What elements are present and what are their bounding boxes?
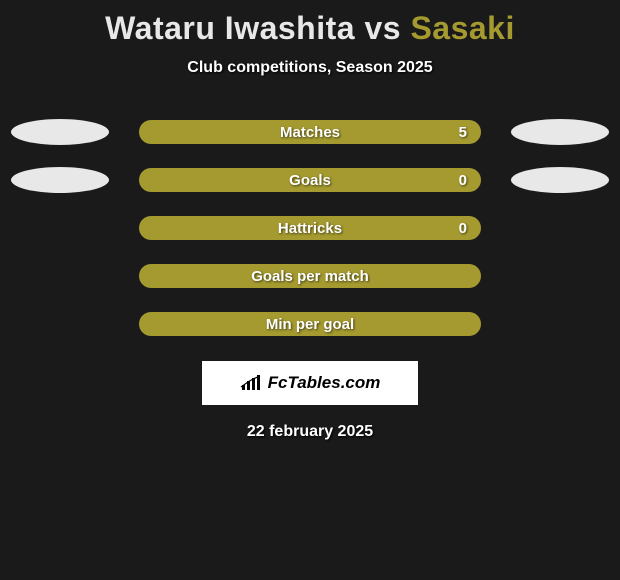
stat-label: Goals	[289, 172, 331, 189]
logo-box: FcTables.com	[202, 361, 418, 405]
stat-row: Goals per match	[0, 263, 620, 289]
stat-row: Goals 0	[0, 167, 620, 193]
stat-value: 0	[459, 220, 467, 237]
comparison-title: Wataru Iwashita vs Sasaki	[0, 0, 620, 47]
stat-label: Goals per match	[251, 268, 369, 285]
stat-bar: Hattricks 0	[139, 216, 481, 240]
stat-rows: Matches 5 Goals 0 Hattricks 0 Goals per match M…	[0, 119, 620, 337]
subtitle: Club competitions, Season 2025	[0, 59, 620, 77]
logo-chart-icon	[240, 374, 262, 392]
player2-ellipse	[511, 167, 609, 193]
player1-name: Wataru Iwashita	[105, 10, 355, 46]
stat-bar: Goals per match	[139, 264, 481, 288]
stat-value: 0	[459, 172, 467, 189]
stat-value: 5	[459, 124, 467, 141]
stat-row: Min per goal	[0, 311, 620, 337]
player2-name: Sasaki	[410, 10, 514, 46]
stat-label: Hattricks	[278, 220, 342, 237]
stat-bar: Goals 0	[139, 168, 481, 192]
player1-ellipse	[11, 119, 109, 145]
stat-label: Min per goal	[266, 316, 354, 333]
vs-text: vs	[364, 10, 401, 46]
stat-row: Hattricks 0	[0, 215, 620, 241]
logo-text: FcTables.com	[268, 373, 381, 393]
date-text: 22 february 2025	[0, 423, 620, 441]
stat-bar: Min per goal	[139, 312, 481, 336]
stat-row: Matches 5	[0, 119, 620, 145]
player2-ellipse	[511, 119, 609, 145]
stat-label: Matches	[280, 124, 340, 141]
stat-bar: Matches 5	[139, 120, 481, 144]
player1-ellipse	[11, 167, 109, 193]
